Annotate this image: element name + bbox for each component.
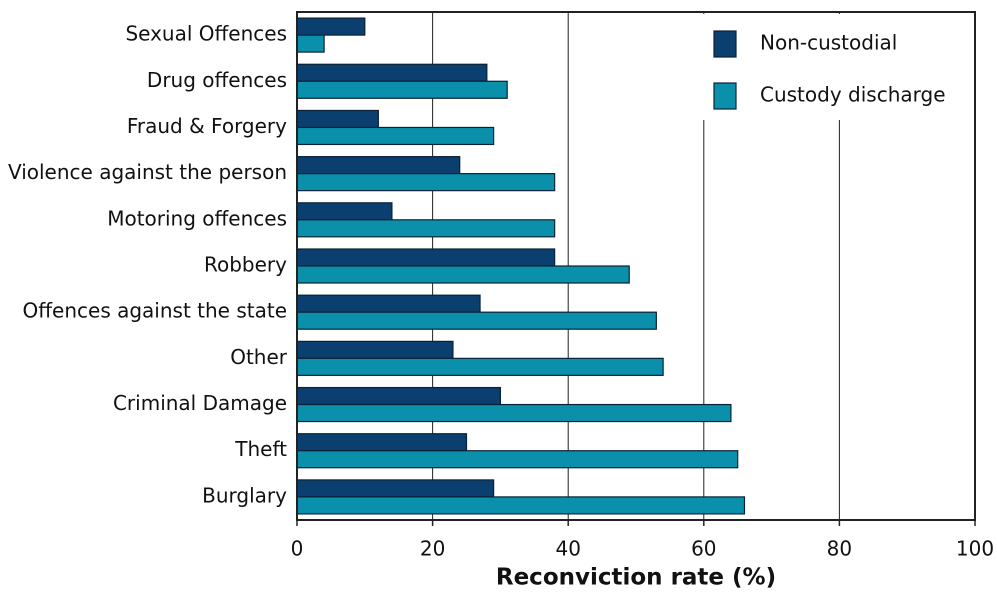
bar [296,479,495,498]
y-tick-label: Other [230,345,288,369]
y-tick-label: Theft [234,437,287,461]
x-tick-label: 60 [691,537,716,561]
x-tick-label: 0 [291,537,304,561]
bar [296,202,393,221]
y-tick-label: Violence against the person [8,160,287,184]
bar [296,357,664,376]
bar [296,340,454,359]
bar [296,496,746,515]
bar [296,311,657,330]
bar [296,173,556,192]
bar [296,403,732,423]
y-tick-label: Burglary [202,483,287,507]
y-tick-label: Drug offences [147,68,287,92]
y-tick-label: Fraud & Forgery [127,114,287,138]
bar [296,34,325,53]
y-tick-label: Sexual Offences [125,22,287,46]
x-tick-label: 20 [420,537,445,561]
y-tick-label: Motoring offences [107,206,287,230]
bar [296,386,501,406]
x-tick-label: 100 [956,537,994,561]
legend-box [690,14,973,120]
bar [296,433,468,452]
y-tick-label: Criminal Damage [113,391,287,415]
bar [296,294,481,313]
bar [296,450,739,469]
x-tick-label: 80 [827,537,852,561]
bar [296,17,366,36]
bar [296,248,556,267]
legend-label: Custody discharge [760,83,946,107]
x-axis-label: Reconviction rate (%) [496,565,776,591]
bar [296,63,488,82]
bar [296,109,379,129]
bar [296,126,495,146]
x-tick-label: 40 [555,537,580,561]
plot-frame [296,11,976,521]
y-tick-label: Offences against the state [23,299,287,323]
bar [296,265,630,284]
y-tick-label: Robbery [204,253,287,277]
bar [296,156,461,175]
bar [296,80,508,99]
legend-swatch [713,82,737,110]
legend-swatch [713,30,737,58]
legend-label: Non-custodial [760,31,897,55]
bar [296,219,556,238]
